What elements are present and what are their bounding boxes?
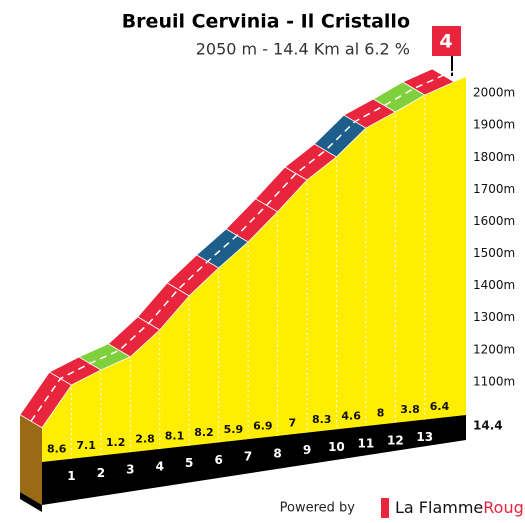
gradient-label: 8.3 bbox=[312, 413, 332, 426]
brand: La FlammeRouge bbox=[395, 498, 525, 517]
chart-title: Breuil Cervinia - Il Cristallo bbox=[122, 11, 410, 33]
y-tick-label: 1800m bbox=[473, 150, 515, 164]
gradient-label: 3.8 bbox=[400, 403, 420, 416]
gradient-label: 5.9 bbox=[224, 423, 244, 436]
x-tick-label: 12 bbox=[387, 433, 404, 447]
profile-area bbox=[42, 77, 466, 463]
x-tick-label: 13 bbox=[416, 430, 433, 444]
gradient-label: 8 bbox=[377, 406, 385, 419]
brand-main: La Flamme bbox=[395, 498, 483, 517]
gradient-label: 4.6 bbox=[341, 410, 361, 423]
x-tick-label: 11 bbox=[358, 437, 375, 451]
x-tick-label: 1 bbox=[67, 469, 75, 483]
gradient-label: 7 bbox=[288, 416, 296, 429]
y-tick-label: 1700m bbox=[473, 182, 515, 196]
gradient-label: 2.8 bbox=[135, 433, 155, 446]
x-tick-label: 6 bbox=[214, 453, 222, 467]
x-tick-label: 4 bbox=[156, 459, 164, 473]
category: 4 bbox=[439, 31, 452, 53]
gradient-label: 7.1 bbox=[76, 439, 96, 452]
logo bbox=[381, 498, 389, 518]
x-tick-label: 10 bbox=[328, 440, 345, 454]
y-tick-label: 1500m bbox=[473, 246, 515, 260]
flag bbox=[432, 26, 461, 56]
x-tick-label: 3 bbox=[126, 463, 134, 477]
side-face bbox=[20, 414, 42, 505]
gradient-label: 8.6 bbox=[47, 442, 67, 455]
road-center bbox=[30, 69, 456, 422]
x-tick-label: 8 bbox=[273, 446, 281, 460]
gradient-label: 6.4 bbox=[430, 400, 450, 413]
total-distance: 14.4 bbox=[473, 419, 503, 433]
y-tick-label: 2000m bbox=[473, 86, 515, 100]
x-tick-label: 5 bbox=[185, 456, 193, 470]
x-tick-label: 2 bbox=[97, 466, 105, 480]
gradient-label: 8.1 bbox=[165, 429, 185, 442]
x-tick-label: 7 bbox=[244, 450, 252, 464]
y-tick-label: 1400m bbox=[473, 278, 515, 292]
y-tick-label: 1200m bbox=[473, 342, 515, 356]
base-band bbox=[42, 415, 466, 505]
y-tick-label: 1100m bbox=[473, 374, 515, 388]
y-tick-label: 1300m bbox=[473, 310, 515, 324]
chart-subtitle: 2050 m - 14.4 Km al 6.2 % bbox=[196, 40, 410, 59]
y-tick-label: 1600m bbox=[473, 214, 515, 228]
brand-accent: Rouge bbox=[483, 498, 525, 517]
x-tick-label: 9 bbox=[303, 443, 311, 457]
profile: 8.6 7.1 1.2 2.8 8.1 8.2 5.9 6.9 7 8.3 4.6 8 3.8 6.41 2… bbox=[19, 68, 515, 512]
gradient-label: 6.9 bbox=[253, 420, 273, 433]
base-side bbox=[20, 492, 42, 512]
y-tick-label: 1900m bbox=[473, 118, 515, 132]
powered-by: Powered by bbox=[280, 501, 356, 516]
gradient-label: 8.2 bbox=[194, 426, 214, 439]
gradient-label: 1.2 bbox=[106, 436, 126, 449]
